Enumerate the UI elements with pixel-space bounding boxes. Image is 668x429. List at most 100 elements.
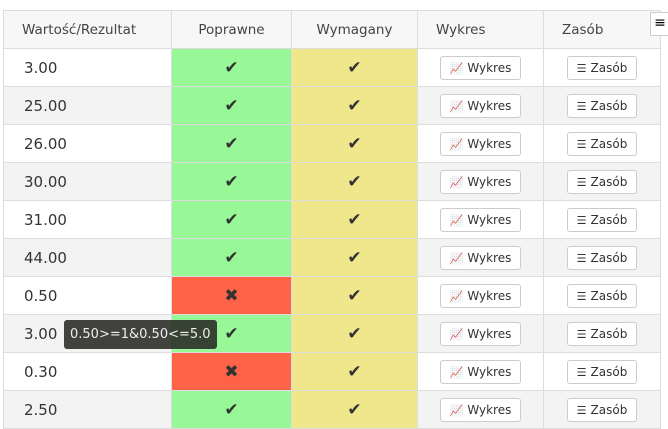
chart-cell: 📈 Wykres: [417, 124, 544, 163]
list-icon: ☰: [576, 175, 587, 189]
header-row: Wartość/Rezultat Poprawne Wymagany Wykre…: [3, 10, 661, 49]
chart-cell: 📈 Wykres: [417, 48, 544, 87]
chart-area-icon: 📈: [449, 327, 464, 341]
chart-button[interactable]: 📈 Wykres: [439, 359, 522, 384]
header-required[interactable]: Wymagany: [291, 10, 418, 49]
list-icon: ☰: [576, 289, 587, 303]
resource-button[interactable]: ☰ Zasób: [566, 245, 638, 270]
chart-button[interactable]: 📈 Wykres: [439, 283, 522, 308]
chart-button[interactable]: 📈 Wykres: [439, 93, 522, 118]
chart-button[interactable]: 📈 Wykres: [439, 55, 522, 80]
table-row: 31.00 ✔ ✔ 📈 Wykres ☰ Zasób: [3, 200, 661, 239]
chart-cell: 📈 Wykres: [417, 276, 544, 315]
chart-button[interactable]: 📈 Wykres: [439, 321, 522, 346]
chart-button[interactable]: 📈 Wykres: [439, 131, 522, 156]
correct-cell: ✖: [171, 352, 292, 391]
resource-button[interactable]: ☰ Zasób: [566, 55, 638, 80]
value-cell: 30.00: [3, 162, 172, 201]
correct-cell: ✔: [171, 162, 292, 201]
table-row: 25.00 ✔ ✔ 📈 Wykres ☰ Zasób: [3, 86, 661, 125]
chart-button-label: Wykres: [467, 174, 512, 189]
value-cell: 0.30: [3, 352, 172, 391]
required-cell: ✔: [291, 352, 418, 391]
resource-button-label: Zasób: [590, 60, 628, 75]
chart-button-label: Wykres: [467, 60, 512, 75]
resource-button[interactable]: ☰ Zasób: [566, 207, 638, 232]
chart-cell: 📈 Wykres: [417, 162, 544, 201]
chart-area-icon: 📈: [449, 137, 464, 151]
header-chart[interactable]: Wykres: [417, 10, 544, 49]
chart-button[interactable]: 📈 Wykres: [439, 169, 522, 194]
resource-cell: ☰ Zasób: [543, 276, 661, 315]
value-cell: 26.00: [3, 124, 172, 163]
check-icon: ✔: [224, 323, 239, 344]
resource-button[interactable]: ☰ Zasób: [566, 93, 638, 118]
chart-button-label: Wykres: [467, 212, 512, 227]
resource-cell: ☰ Zasób: [543, 200, 661, 239]
chart-button-label: Wykres: [467, 326, 512, 341]
resource-cell: ☰ Zasób: [543, 352, 661, 391]
resource-button-label: Zasób: [590, 212, 628, 227]
required-cell: ✔: [291, 314, 418, 353]
required-cell: ✔: [291, 276, 418, 315]
check-icon: ✔: [347, 209, 362, 230]
resource-button[interactable]: ☰ Zasób: [566, 169, 638, 194]
correct-cell: ✔: [171, 200, 292, 239]
value-cell: 25.00: [3, 86, 172, 125]
tooltip: 0.50>=1&0.50<=5.0: [64, 320, 217, 349]
resource-button[interactable]: ☰ Zasób: [566, 321, 638, 346]
chart-cell: 📈 Wykres: [417, 314, 544, 353]
cross-icon: ✖: [224, 361, 239, 382]
header-value[interactable]: Wartość/Rezultat: [3, 10, 172, 49]
check-icon: ✔: [347, 95, 362, 116]
table-row: 0.30 ✖ ✔ 📈 Wykres ☰ Zasób: [3, 352, 661, 391]
correct-cell: ✔: [171, 86, 292, 125]
chart-cell: 📈 Wykres: [417, 238, 544, 277]
required-cell: ✔: [291, 238, 418, 277]
chart-cell: 📈 Wykres: [417, 352, 544, 391]
chart-area-icon: 📈: [449, 251, 464, 265]
check-icon: ✔: [224, 247, 239, 268]
chart-button-label: Wykres: [467, 98, 512, 113]
correct-cell: ✔: [171, 48, 292, 87]
resource-cell: ☰ Zasób: [543, 238, 661, 277]
resource-button-label: Zasób: [590, 98, 628, 113]
chart-area-icon: 📈: [449, 403, 464, 417]
resource-cell: ☰ Zasób: [543, 86, 661, 125]
results-table: Wartość/Rezultat Poprawne Wymagany Wykre…: [3, 10, 661, 429]
resource-button-label: Zasób: [590, 136, 628, 151]
check-icon: ✔: [347, 361, 362, 382]
check-icon: ✔: [347, 57, 362, 78]
header-resource[interactable]: Zasób: [543, 10, 661, 49]
check-icon: ✔: [224, 171, 239, 192]
resource-cell: ☰ Zasób: [543, 124, 661, 163]
resource-button[interactable]: ☰ Zasób: [566, 359, 638, 384]
resource-button-label: Zasób: [590, 288, 628, 303]
column-menu-button[interactable]: ≡: [650, 12, 668, 36]
list-icon: ☰: [576, 327, 587, 341]
required-cell: ✔: [291, 48, 418, 87]
resource-cell: ☰ Zasób: [543, 162, 661, 201]
chart-area-icon: 📈: [449, 289, 464, 303]
required-cell: ✔: [291, 200, 418, 239]
check-icon: ✔: [224, 209, 239, 230]
table-row: 30.00 ✔ ✔ 📈 Wykres ☰ Zasób: [3, 162, 661, 201]
check-icon: ✔: [224, 133, 239, 154]
resource-button-label: Zasób: [590, 174, 628, 189]
list-icon: ☰: [576, 137, 587, 151]
correct-cell: ✔: [171, 238, 292, 277]
chart-cell: 📈 Wykres: [417, 86, 544, 125]
required-cell: ✔: [291, 162, 418, 201]
value-cell: 0.50: [3, 276, 172, 315]
resource-button[interactable]: ☰ Zasób: [566, 131, 638, 156]
list-icon: ☰: [576, 99, 587, 113]
table-row: 44.00 ✔ ✔ 📈 Wykres ☰ Zasób: [3, 238, 661, 277]
list-icon: ☰: [576, 61, 587, 75]
table-row: 0.50 ✖ ✔ 📈 Wykres ☰ Zasób: [3, 276, 661, 315]
list-icon: ☰: [576, 403, 587, 417]
header-correct[interactable]: Poprawne: [171, 10, 292, 49]
chart-button[interactable]: 📈 Wykres: [439, 245, 522, 270]
check-icon: ✔: [224, 57, 239, 78]
chart-button[interactable]: 📈 Wykres: [439, 207, 522, 232]
resource-button[interactable]: ☰ Zasób: [566, 283, 638, 308]
